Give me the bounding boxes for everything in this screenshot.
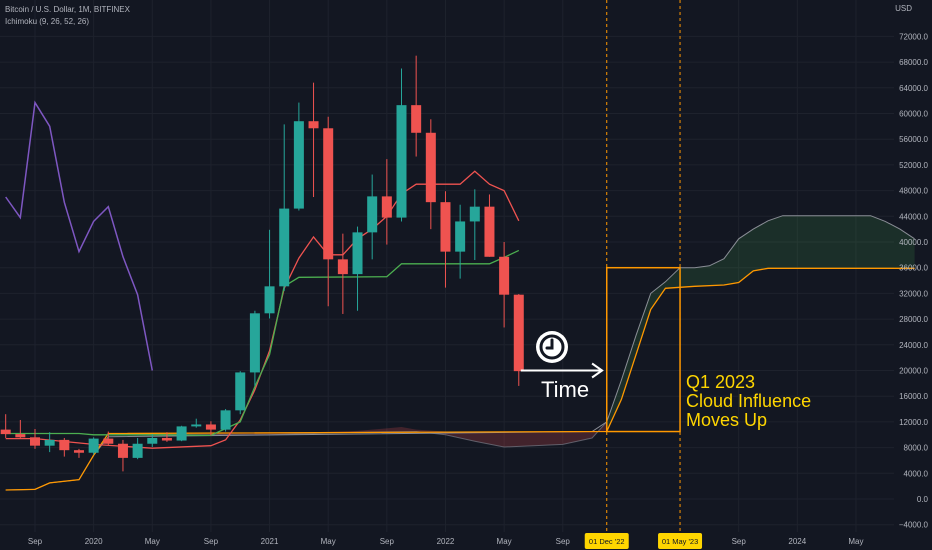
date-badge — [658, 533, 703, 549]
y-tick-label: 24000.0 — [899, 341, 928, 350]
kijun-line — [5, 249, 520, 437]
candle-body — [117, 443, 128, 458]
candle-body — [30, 437, 40, 446]
x-tick-label: 2024 — [788, 537, 806, 546]
y-tick-label: 32000.0 — [899, 289, 928, 298]
candle-body — [205, 424, 216, 430]
y-tick-label: 64000.0 — [899, 84, 928, 93]
cloud-note-line: Q1 2023 — [686, 372, 756, 392]
x-tick-label: Sep — [380, 537, 395, 546]
chikou-line — [5, 100, 154, 371]
time-arrow-head — [591, 362, 604, 379]
candle-body — [337, 259, 348, 275]
candle-body — [249, 313, 260, 373]
date-badge — [584, 533, 629, 549]
annotation-overlay — [520, 0, 681, 532]
candle-body — [293, 121, 304, 209]
x-tick-label: Sep — [556, 537, 571, 546]
y-tick-label: 60000.0 — [899, 110, 928, 119]
candle-body — [161, 437, 172, 441]
candle-body — [469, 206, 480, 222]
x-tick-label: 2022 — [437, 537, 455, 546]
chart-legend: Bitcoin / U.S. Dollar, 1M, BITFINEX Ichi… — [5, 4, 130, 28]
cloud-area-bullish — [606, 215, 915, 432]
y-tick-label: 68000.0 — [899, 58, 928, 67]
x-tick-label: Sep — [28, 537, 43, 546]
y-tick-label: 72000.0 — [899, 32, 928, 41]
x-tick-label: 2021 — [261, 537, 279, 546]
candle-body — [132, 443, 143, 458]
candle-body — [440, 202, 451, 252]
y-tick-label: 16000.0 — [899, 392, 928, 401]
time-label: Time — [541, 377, 590, 402]
x-tick-label: Sep — [204, 537, 219, 546]
y-tick-label: 40000.0 — [899, 238, 928, 247]
candle-body — [425, 132, 436, 203]
ichimoku-cloud — [5, 215, 915, 491]
x-tick-label: 2020 — [85, 537, 103, 546]
currency-label: USD — [895, 4, 912, 13]
y-tick-label: 44000.0 — [899, 212, 928, 221]
x-tick-label: Sep — [732, 537, 747, 546]
date-badge-label: 01 May '23 — [662, 537, 698, 546]
candle-body — [352, 232, 363, 275]
candle-body — [0, 429, 11, 435]
candle-body — [264, 286, 275, 314]
candle-body — [396, 105, 407, 218]
candle-body — [220, 410, 231, 430]
price-axis: −4000.0 0.0 4000.0 8000.0 12000.0 16000.0 2000… — [899, 32, 929, 529]
indicator-title[interactable]: Ichimoku (9, 26, 52, 26) — [5, 17, 90, 26]
y-tick-label: 0.0 — [917, 495, 929, 504]
candle-body — [191, 424, 202, 427]
candle-body — [499, 256, 510, 295]
clock-icon — [534, 329, 570, 365]
x-tick-label: May — [321, 537, 336, 546]
candle-body — [176, 426, 187, 441]
y-tick-label: −4000.0 — [899, 521, 929, 530]
y-tick-label: 4000.0 — [904, 469, 929, 478]
candle-body — [323, 128, 334, 260]
candle-body — [308, 121, 319, 129]
y-tick-label: 12000.0 — [899, 418, 928, 427]
tenkan-line — [5, 170, 520, 449]
y-tick-label: 56000.0 — [899, 135, 928, 144]
candle-body — [103, 438, 114, 444]
candle-body — [455, 221, 466, 252]
x-tick-label: May — [497, 537, 512, 546]
candles — [0, 55, 524, 472]
candle-body — [59, 439, 70, 451]
y-tick-label: 52000.0 — [899, 161, 928, 170]
candle-body — [484, 206, 495, 257]
cloud-area-bearish — [108, 421, 607, 447]
y-tick-label: 36000.0 — [899, 264, 928, 273]
y-tick-label: 48000.0 — [899, 187, 928, 196]
date-badge-label: 01 Dec '22 — [589, 537, 625, 546]
x-tick-label: May — [848, 537, 863, 546]
x-tick-label: May — [145, 537, 160, 546]
candle-body — [88, 438, 99, 453]
candle-body — [15, 434, 26, 438]
cloud-note-line: Cloud Influence — [686, 391, 812, 411]
time-axis: Sep 2020 May Sep 2021 May Sep 2022 May Sep Sep 2024… — [28, 533, 864, 549]
candle-body — [513, 294, 524, 372]
candle-body — [279, 208, 290, 287]
candle-body — [73, 450, 84, 453]
candle-body — [381, 196, 392, 218]
cloud-note: Q1 2023 Cloud Influence Moves Up — [686, 373, 811, 430]
candle-body — [367, 196, 378, 233]
candle-body — [235, 372, 246, 411]
candle-body — [147, 437, 158, 444]
candle-body — [44, 439, 55, 446]
senkou-b-line — [5, 267, 915, 491]
symbol-title[interactable]: Bitcoin / U.S. Dollar, 1M, BITFINEX — [5, 5, 130, 14]
y-tick-label: 20000.0 — [899, 367, 928, 376]
y-tick-label: 28000.0 — [899, 315, 928, 324]
candle-body — [411, 105, 422, 133]
cloud-note-line: Moves Up — [686, 410, 768, 430]
y-tick-label: 8000.0 — [904, 444, 929, 453]
